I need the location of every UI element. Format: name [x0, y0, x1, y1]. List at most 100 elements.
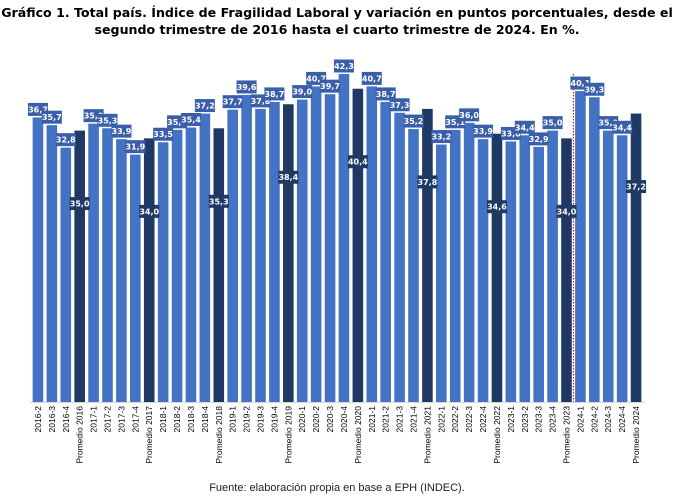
data-label: 35,7	[42, 113, 62, 122]
x-tick-label: 2018-4	[200, 406, 210, 433]
data-label-box	[612, 120, 633, 134]
data-label-box	[125, 140, 146, 154]
average-bar	[352, 88, 364, 402]
x-tick-label: 2022-4	[478, 406, 488, 433]
quarter-bar	[477, 139, 489, 402]
x-tick-label: 2016-2	[33, 406, 43, 433]
data-label: 35,3	[98, 116, 118, 125]
data-label-box	[278, 170, 299, 184]
x-tick-label: 2020-1	[297, 406, 307, 433]
x-tick-label: 2020-4	[339, 406, 349, 433]
x-tick-label: 2019-3	[256, 406, 266, 433]
quarter-bar	[296, 99, 308, 402]
data-label: 36,7	[28, 105, 48, 114]
data-label: 40,1	[571, 79, 591, 88]
x-tick-label: 2024-3	[603, 406, 613, 433]
data-label: 34,4	[515, 123, 535, 132]
data-label: 31,9	[125, 143, 145, 152]
chart-title-line-2: segundo trimestre de 2016 hasta el cuart…	[94, 22, 580, 37]
data-label: 35,0	[598, 119, 618, 128]
data-label: 35,2	[404, 117, 424, 126]
x-tick-label: Promedio 2018	[214, 406, 224, 464]
x-tick-label: 2019-1	[228, 406, 238, 433]
x-tick-label: 2016-4	[61, 406, 71, 433]
quarter-bar	[366, 86, 378, 402]
data-label-box	[459, 108, 480, 122]
data-label-box	[333, 59, 354, 73]
source-note: Fuente: elaboración propia en base a EPH…	[209, 482, 465, 494]
data-label: 38,7	[376, 90, 396, 99]
quarter-bar	[394, 112, 405, 403]
data-label: 39,0	[292, 88, 312, 97]
data-label-box	[375, 87, 396, 101]
data-label-box	[542, 116, 563, 130]
quarter-bar	[227, 109, 238, 403]
data-label-box	[208, 194, 229, 208]
x-tick-label: 2021-3	[395, 406, 405, 433]
data-label: 34,4	[612, 123, 632, 132]
x-tick-label: Promedio 2020	[353, 406, 363, 464]
data-label: 33,5	[153, 130, 173, 139]
data-label-box	[556, 204, 577, 218]
quarter-bar	[185, 127, 197, 402]
x-tick-label: 2020-2	[311, 406, 321, 433]
quarter-bar	[436, 144, 447, 402]
x-tick-label: 2021-4	[409, 406, 419, 433]
average-bar	[422, 108, 433, 402]
quarter-bar	[241, 94, 252, 402]
data-label: 37,7	[223, 98, 243, 107]
quarter-bar	[255, 108, 266, 402]
data-label-box	[320, 79, 341, 93]
quarter-bar	[463, 122, 475, 402]
quarter-bar	[505, 141, 517, 402]
x-tick-label: Promedio 2024	[631, 406, 641, 464]
chart-title: Gráfico 1. Total país. Índice de Fragili…	[0, 4, 674, 38]
quarter-bar	[60, 147, 72, 402]
average-bar	[213, 128, 225, 402]
data-label-box	[111, 124, 132, 138]
x-tick-label: Promedio 2019	[283, 406, 293, 464]
quarter-bar	[102, 128, 113, 402]
chart-title-line-1: Gráfico 1. Total país. Índice de Fragili…	[1, 5, 673, 20]
data-label: 35,4	[181, 116, 201, 125]
data-label: 35,3	[209, 197, 229, 206]
x-tick-label: 2024-4	[617, 406, 627, 433]
x-tick-label: Promedio 2023	[562, 406, 572, 464]
average-bar	[283, 104, 294, 403]
quarter-bar	[616, 135, 628, 402]
x-tick-label: 2016-3	[47, 406, 57, 433]
data-label-box	[626, 180, 647, 194]
data-label: 37,8	[418, 178, 438, 187]
data-label: 37,3	[390, 101, 410, 110]
data-label: 35,1	[445, 118, 465, 127]
x-tick-label: 2023-2	[520, 406, 530, 433]
data-label-box	[361, 71, 382, 85]
quarter-bar	[324, 94, 336, 402]
data-label: 37,2	[195, 102, 215, 111]
x-tick-label: 2018-2	[172, 406, 182, 433]
data-label: 33,9	[473, 127, 493, 136]
data-label: 40,7	[306, 74, 326, 83]
data-label: 37,2	[626, 183, 646, 192]
quarter-bar	[533, 146, 544, 402]
quarter-bar	[157, 142, 169, 403]
x-tick-label: 2018-1	[158, 406, 168, 433]
data-label: 35,0	[543, 119, 563, 128]
quarter-bar	[380, 101, 391, 402]
data-label: 35,9	[84, 112, 104, 121]
data-label: 39,6	[237, 83, 257, 92]
x-tick-label: 2021-2	[381, 406, 391, 433]
data-label: 36,0	[459, 111, 479, 120]
data-label: 32,8	[56, 136, 76, 145]
x-tick-label: 2017-2	[103, 406, 113, 433]
data-label-box	[55, 133, 76, 147]
x-tick-label: 2023-1	[506, 406, 516, 433]
data-label-box	[528, 132, 549, 146]
data-label-box	[403, 114, 424, 128]
x-tick-label: 2020-3	[325, 406, 335, 433]
data-label-box	[153, 127, 174, 141]
average-bar	[74, 130, 85, 403]
quarter-bar	[88, 123, 99, 402]
average-bar	[143, 138, 155, 403]
data-label: 40,4	[348, 158, 368, 167]
